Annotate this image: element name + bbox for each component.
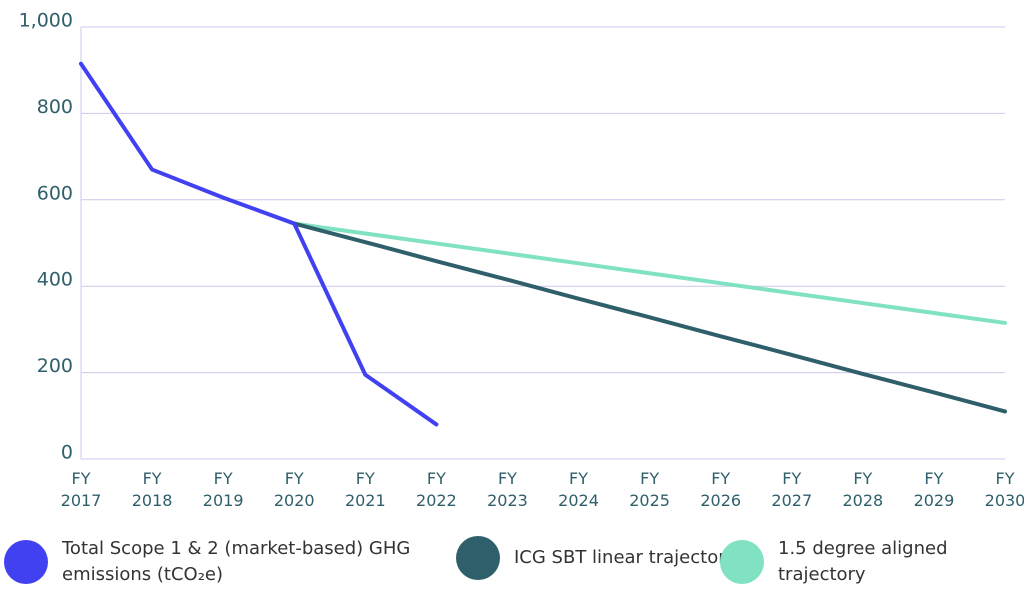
legend-label: 1.5 degree aligned trajectory — [778, 538, 948, 585]
y-tick-label: 800 — [37, 96, 73, 118]
x-tick-label: FY 2026 — [700, 469, 742, 510]
x-tick-label: FY 2030 — [984, 469, 1024, 510]
x-tick-label: FY 2024 — [558, 469, 599, 510]
x-tick-label: FY 2023 — [487, 469, 528, 510]
y-tick-label: 1,000 — [19, 10, 73, 32]
legend-item: Total Scope 1 & 2 (market-based) GHG emi… — [4, 536, 442, 588]
x-tick-label: FY 2029 — [913, 469, 955, 510]
legend-label: ICG SBT linear trajectory — [514, 547, 737, 568]
series-line — [79, 61, 439, 427]
x-tick-label: FY 2028 — [842, 469, 884, 510]
x-tick-label: FY 2018 — [131, 469, 173, 510]
legend-item: 1.5 degree aligned trajectory — [720, 536, 1024, 588]
y-tick-label: 0 — [61, 442, 73, 464]
x-tick-label: FY 2027 — [771, 469, 813, 510]
legend-label: Total Scope 1 & 2 (market-based) GHG emi… — [62, 538, 411, 585]
legend-swatch — [720, 540, 764, 584]
x-tick-label: FY 2019 — [202, 469, 244, 510]
y-tick-label: 200 — [37, 355, 73, 377]
legend-item: ICG SBT linear trajectory — [456, 536, 754, 580]
x-tick-label: FY 2017 — [60, 469, 102, 510]
series-line — [292, 221, 1007, 325]
x-tick-label: FY 2022 — [416, 469, 457, 510]
x-tick-label: FY 2021 — [344, 469, 386, 510]
legend-swatch — [4, 540, 48, 584]
y-tick-label: 600 — [37, 182, 73, 204]
series-line — [292, 221, 1007, 414]
x-tick-label: FY 2025 — [629, 469, 670, 510]
legend-swatch — [456, 536, 500, 580]
x-tick-label: FY 2020 — [273, 469, 315, 510]
y-tick-label: 400 — [37, 269, 73, 291]
